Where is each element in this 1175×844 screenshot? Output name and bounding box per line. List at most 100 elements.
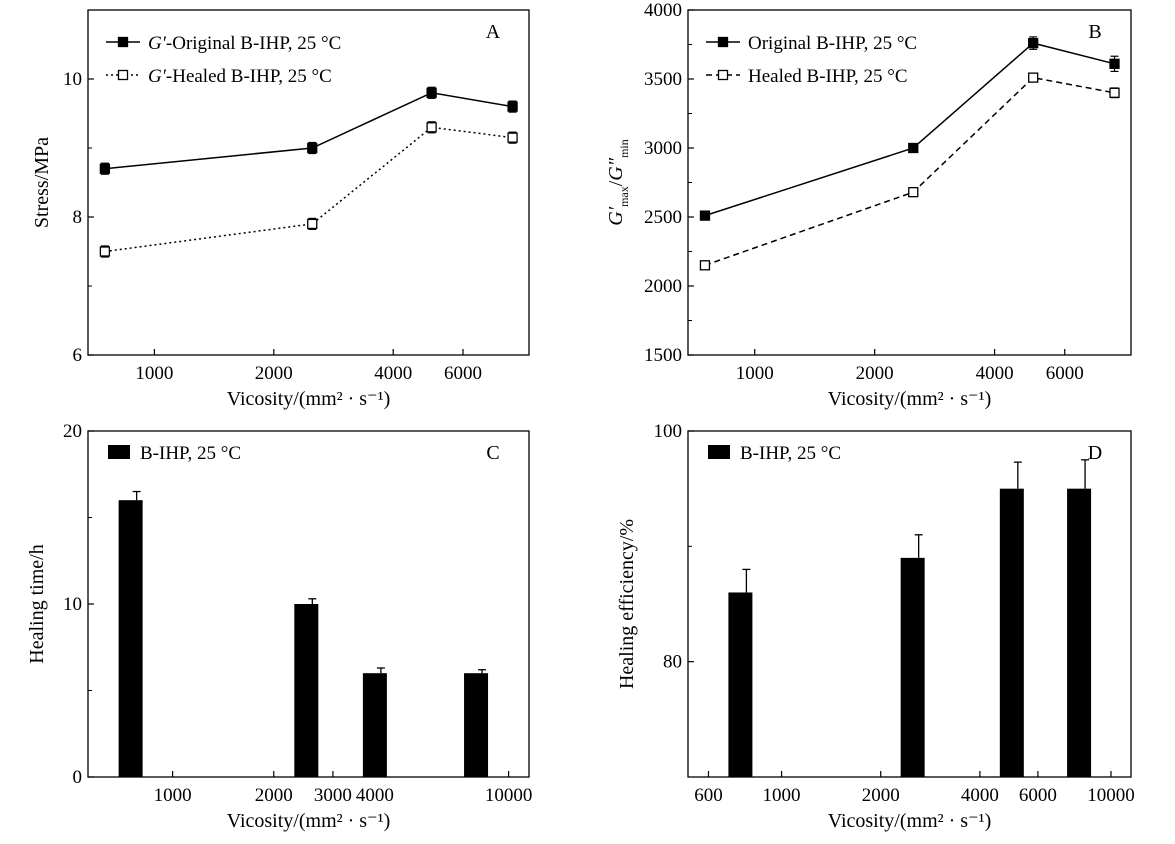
y-tick-label: 10 [63,594,82,615]
data-point [1028,37,1039,49]
x-axis-title: Vicosity/(mm² · s⁻¹) [227,388,391,410]
x-tick-label: 6000 [444,363,482,384]
data-point [699,210,711,221]
panel-d: 80 100 600 1000 2000 4000 6000 10000 Vicosity/(m… [616,421,1135,832]
series-line [704,42,1115,217]
bar [294,604,319,777]
legend-swatch [108,445,130,459]
x-tick-label: 600 [694,785,723,806]
legend-label: Original B-IHP, 25 °C [748,33,917,54]
x-tick-label: 2000 [255,785,293,806]
series-line [104,92,513,170]
legend-label: B-IHP, 25 °C [740,443,841,464]
legend: G′-Original B-IHP, 25 °CG′-Healed B-IHP,… [106,33,341,87]
y-title-slash: / [605,180,627,186]
y-tick-label: 8 [73,207,83,228]
bar [900,557,925,777]
series-original [99,86,518,175]
data-point [507,101,518,112]
x-tick-label: 6000 [1019,785,1057,806]
y-axis-title: Healing time/h [26,544,48,663]
data-point [99,246,111,257]
x-tick-label: 10000 [485,785,533,806]
bar [728,592,753,777]
y-title-g2: G″ [605,157,627,180]
x-tick-label: 2000 [862,785,900,806]
x-tick-label: 6000 [1046,363,1084,384]
bar [464,673,489,777]
series-original [699,36,1120,221]
x-tick-label: 4000 [356,785,394,806]
y-axis-title: Stress/MPa [31,137,53,228]
x-axis-title: Vicosity/(mm² · s⁻¹) [227,810,391,832]
y-tick-label: 3500 [644,69,682,90]
x-tick-label: 1000 [135,363,173,384]
legend-marker [717,36,729,48]
y-tick-label: 6 [73,345,83,366]
x-tick-label: 1000 [763,785,801,806]
legend-prefix: G′ [148,33,167,54]
series-healed [699,72,1120,271]
x-tick-label: 2000 [255,363,293,384]
y-tick-label: 1500 [644,345,682,366]
bar [362,673,387,777]
y-axis-title: Healing efficiency/% [616,519,638,689]
series-line [104,126,513,253]
y-tick-label: 80 [663,652,682,673]
x-tick-label: 3000 [314,785,352,806]
legend-rest: -Original B-IHP, 25 °C [166,33,341,54]
x-tick-label: 1000 [736,363,774,384]
panel-letter: A [486,21,501,43]
bar [118,500,143,777]
x-tick-label: 10000 [1087,785,1135,806]
legend: Original B-IHP, 25 °C Healed B-IHP, 25 °C [706,33,917,87]
data-point [99,163,111,174]
data-point [307,142,318,154]
data-point [426,87,437,98]
legend: B-IHP, 25 °C [708,443,841,464]
y-tick-label: 100 [654,421,683,442]
bar [1067,488,1092,777]
y-tick-label: 10 [63,69,82,90]
panel-letter: B [1088,21,1101,43]
x-tick-label: 2000 [856,363,894,384]
legend-marker [117,69,129,81]
legend-prefix: G′ [148,66,167,87]
legend-label: Healed B-IHP, 25 °C [748,66,908,87]
y-tick-label: 4000 [644,0,682,21]
legend-marker [117,36,129,48]
x-axis-title: Vicosity/(mm² · s⁻¹) [828,810,992,832]
data-point [1109,87,1120,98]
legend-swatch [708,445,730,459]
y-tick-label: 2500 [644,207,682,228]
y-axis-title: G′max/G″min [605,139,631,226]
data-point [307,218,318,230]
x-tick-label: 1000 [154,785,192,806]
plot-frame [87,9,530,356]
x-tick-label: 4000 [374,363,412,384]
plot-frame [687,9,1132,356]
legend-label: G′-Original B-IHP, 25 °C [148,33,341,54]
y-tick-label: 3000 [644,138,682,159]
data-point [908,142,919,154]
x-tick-label: 4000 [961,785,999,806]
data-point [507,132,518,143]
panel-c: 0 10 20 1000 2000 3000 4000 10000 Vicosity/(mm² … [26,421,532,832]
y-tick-label: 0 [73,767,83,788]
legend: B-IHP, 25 °C [108,443,241,464]
data-point [1028,72,1039,83]
series-healed [99,121,518,258]
panel-letter: D [1088,442,1102,464]
x-tick-label: 4000 [976,363,1014,384]
y-tick-label: 2000 [644,276,682,297]
bars [118,490,489,777]
y-tick-label: 20 [63,421,82,442]
data-point [1109,58,1120,69]
y-title-sub1: max [617,186,631,207]
data-point [426,122,437,133]
legend-marker [717,69,729,81]
bar [999,488,1024,777]
legend-label: G′-Healed B-IHP, 25 °C [148,66,332,87]
y-title-g1: G′ [605,206,627,225]
